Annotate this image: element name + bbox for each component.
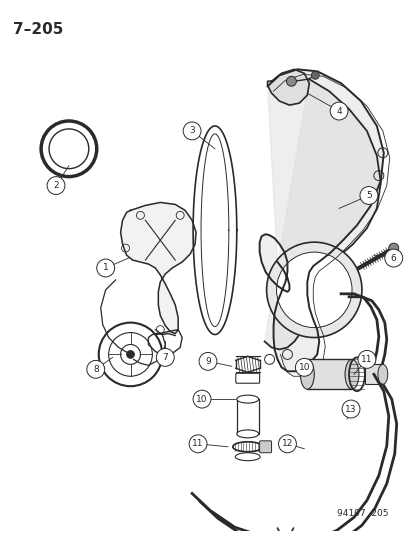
Ellipse shape xyxy=(236,395,258,403)
Text: 5: 5 xyxy=(365,191,371,200)
Circle shape xyxy=(192,390,211,408)
Ellipse shape xyxy=(300,359,313,389)
Circle shape xyxy=(295,358,313,376)
Text: 10: 10 xyxy=(298,363,309,372)
Text: 13: 13 xyxy=(344,405,356,414)
Text: 2: 2 xyxy=(53,181,59,190)
Text: 94107  205: 94107 205 xyxy=(337,510,388,518)
Polygon shape xyxy=(267,69,309,105)
Text: 8: 8 xyxy=(93,365,98,374)
Text: 4: 4 xyxy=(335,107,341,116)
FancyBboxPatch shape xyxy=(259,441,271,453)
Bar xyxy=(364,365,382,384)
Circle shape xyxy=(384,249,402,267)
Text: 10: 10 xyxy=(196,394,207,403)
Text: 9: 9 xyxy=(204,357,210,366)
Circle shape xyxy=(266,242,361,337)
Bar xyxy=(306,359,351,389)
Circle shape xyxy=(388,243,398,253)
Circle shape xyxy=(330,102,347,120)
Circle shape xyxy=(47,176,65,195)
Circle shape xyxy=(359,187,377,205)
Text: 7–205: 7–205 xyxy=(13,22,64,37)
Circle shape xyxy=(278,435,296,453)
Text: 3: 3 xyxy=(189,126,195,135)
Text: 7: 7 xyxy=(162,353,168,362)
FancyBboxPatch shape xyxy=(235,373,259,383)
Text: 11: 11 xyxy=(360,355,372,364)
Text: 6: 6 xyxy=(390,254,396,263)
Circle shape xyxy=(87,360,104,378)
Ellipse shape xyxy=(377,365,387,384)
Circle shape xyxy=(189,435,206,453)
Circle shape xyxy=(311,71,318,79)
Text: 1: 1 xyxy=(102,263,108,272)
Ellipse shape xyxy=(344,359,358,389)
Circle shape xyxy=(341,400,359,418)
Bar xyxy=(236,399,258,434)
Circle shape xyxy=(97,259,114,277)
Polygon shape xyxy=(120,203,196,334)
Circle shape xyxy=(286,76,296,86)
Circle shape xyxy=(156,349,174,366)
Circle shape xyxy=(199,352,216,370)
Ellipse shape xyxy=(236,430,258,438)
Circle shape xyxy=(183,122,201,140)
Circle shape xyxy=(126,350,134,358)
Polygon shape xyxy=(259,69,383,372)
Text: 12: 12 xyxy=(281,439,292,448)
Ellipse shape xyxy=(235,453,259,461)
Circle shape xyxy=(276,252,351,328)
Polygon shape xyxy=(264,79,380,350)
Text: 11: 11 xyxy=(192,439,203,448)
Circle shape xyxy=(357,350,375,368)
